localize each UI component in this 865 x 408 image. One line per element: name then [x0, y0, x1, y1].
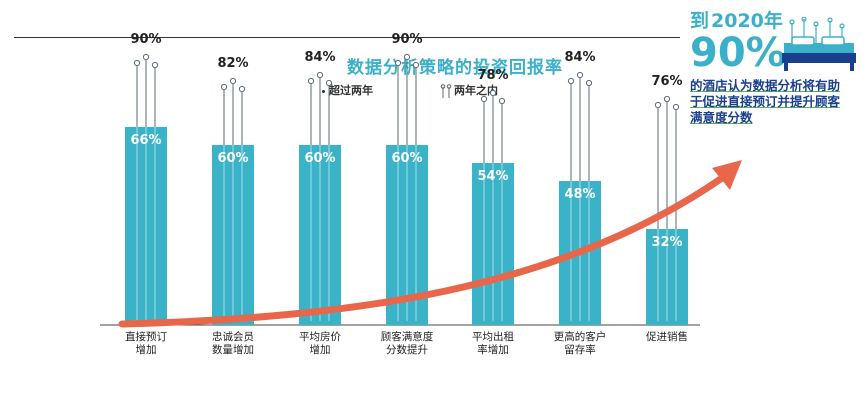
value-label-within-two-years: 48%: [564, 187, 595, 202]
circuit-node-over-two-years: [663, 95, 671, 103]
legend-label-over-two-years: 超过两年: [329, 84, 373, 97]
legend-over-two-years: 超过两年: [322, 82, 373, 98]
circuit-node-over-two-years: [567, 77, 575, 85]
legend-dot-icon: [322, 89, 325, 93]
circuit-node-over-two-years: [238, 85, 246, 93]
circuit-node-over-two-years: [325, 79, 333, 87]
value-label-over-two-years: 78%: [477, 68, 508, 83]
value-label-within-two-years: 54%: [477, 169, 508, 184]
circuit-node-over-two-years: [585, 79, 593, 87]
category-label: 增加: [310, 343, 331, 356]
category-label: 增加: [136, 343, 157, 356]
legend-circuit-icon: [440, 84, 452, 98]
value-label-over-two-years: 90%: [391, 32, 422, 47]
value-label-over-two-years: 84%: [304, 50, 335, 65]
growth-arrow-head: [712, 160, 742, 190]
category-label: 分数提升: [386, 343, 428, 356]
callout-text: 的酒店认为数据分析将有助于促进直接预订并提升顾客满意度分数: [690, 78, 841, 125]
category-label: 平均房价: [299, 330, 341, 343]
circuit-node-over-two-years: [220, 83, 228, 91]
circuit-node-over-two-years: [489, 89, 497, 97]
callout-prefix: 到: [690, 10, 710, 32]
category-label: 顾客满意度: [381, 330, 434, 343]
category-label: 忠诚会员: [212, 330, 254, 343]
growth-arrow-line: [118, 174, 726, 328]
callout-year: 2020年: [711, 10, 783, 32]
value-label-within-two-years: 66%: [130, 133, 161, 148]
value-label-within-two-years: 60%: [304, 151, 335, 166]
legend-within-two-years: 两年之内: [440, 82, 498, 98]
circuit-node-over-two-years: [151, 61, 159, 69]
circuit-node-over-two-years: [576, 71, 584, 79]
bed-icon: [782, 17, 856, 71]
value-label-over-two-years: 90%: [130, 32, 161, 47]
circuit-node-over-two-years: [480, 95, 488, 103]
circuit-node-over-two-years: [307, 77, 315, 85]
circuit-node-over-two-years: [654, 101, 662, 109]
category-label: 率增加: [477, 343, 509, 356]
top-divider-line: [14, 37, 680, 38]
circuit-node-over-two-years: [133, 59, 141, 67]
category-label: 更高的客户: [554, 330, 607, 343]
category-label: 直接预订: [125, 330, 167, 343]
legend-label-within-two-years: 两年之内: [454, 84, 498, 97]
circuit-node-over-two-years: [229, 77, 237, 85]
circuit-node-over-two-years: [394, 59, 402, 67]
value-label-within-two-years: 60%: [391, 151, 422, 166]
callout-panel: 到 2020年 90% 的酒店认为数据分析将有助于促进直接预订并提升顾客满意度分数: [690, 10, 862, 126]
category-label: 促进销售: [646, 330, 688, 343]
callout-percent: 90%: [690, 30, 786, 76]
circuit-node-over-two-years: [316, 71, 324, 79]
callout-heading: 到 2020年: [690, 10, 862, 32]
circuit-node-over-two-years: [403, 53, 411, 61]
category-label: 留存率: [564, 343, 596, 356]
circuit-node-over-two-years: [498, 97, 506, 105]
value-label-within-two-years: 32%: [651, 235, 682, 250]
value-label-over-two-years: 84%: [564, 50, 595, 65]
circuit-node-over-two-years: [672, 103, 680, 111]
value-label-within-two-years: 60%: [217, 151, 248, 166]
value-label-over-two-years: 76%: [651, 74, 682, 89]
circuit-node-over-two-years: [412, 61, 420, 69]
value-label-over-two-years: 82%: [217, 56, 248, 71]
category-label: 平均出租: [472, 330, 514, 343]
category-label: 数量增加: [212, 343, 254, 356]
circuit-node-over-two-years: [142, 53, 150, 61]
